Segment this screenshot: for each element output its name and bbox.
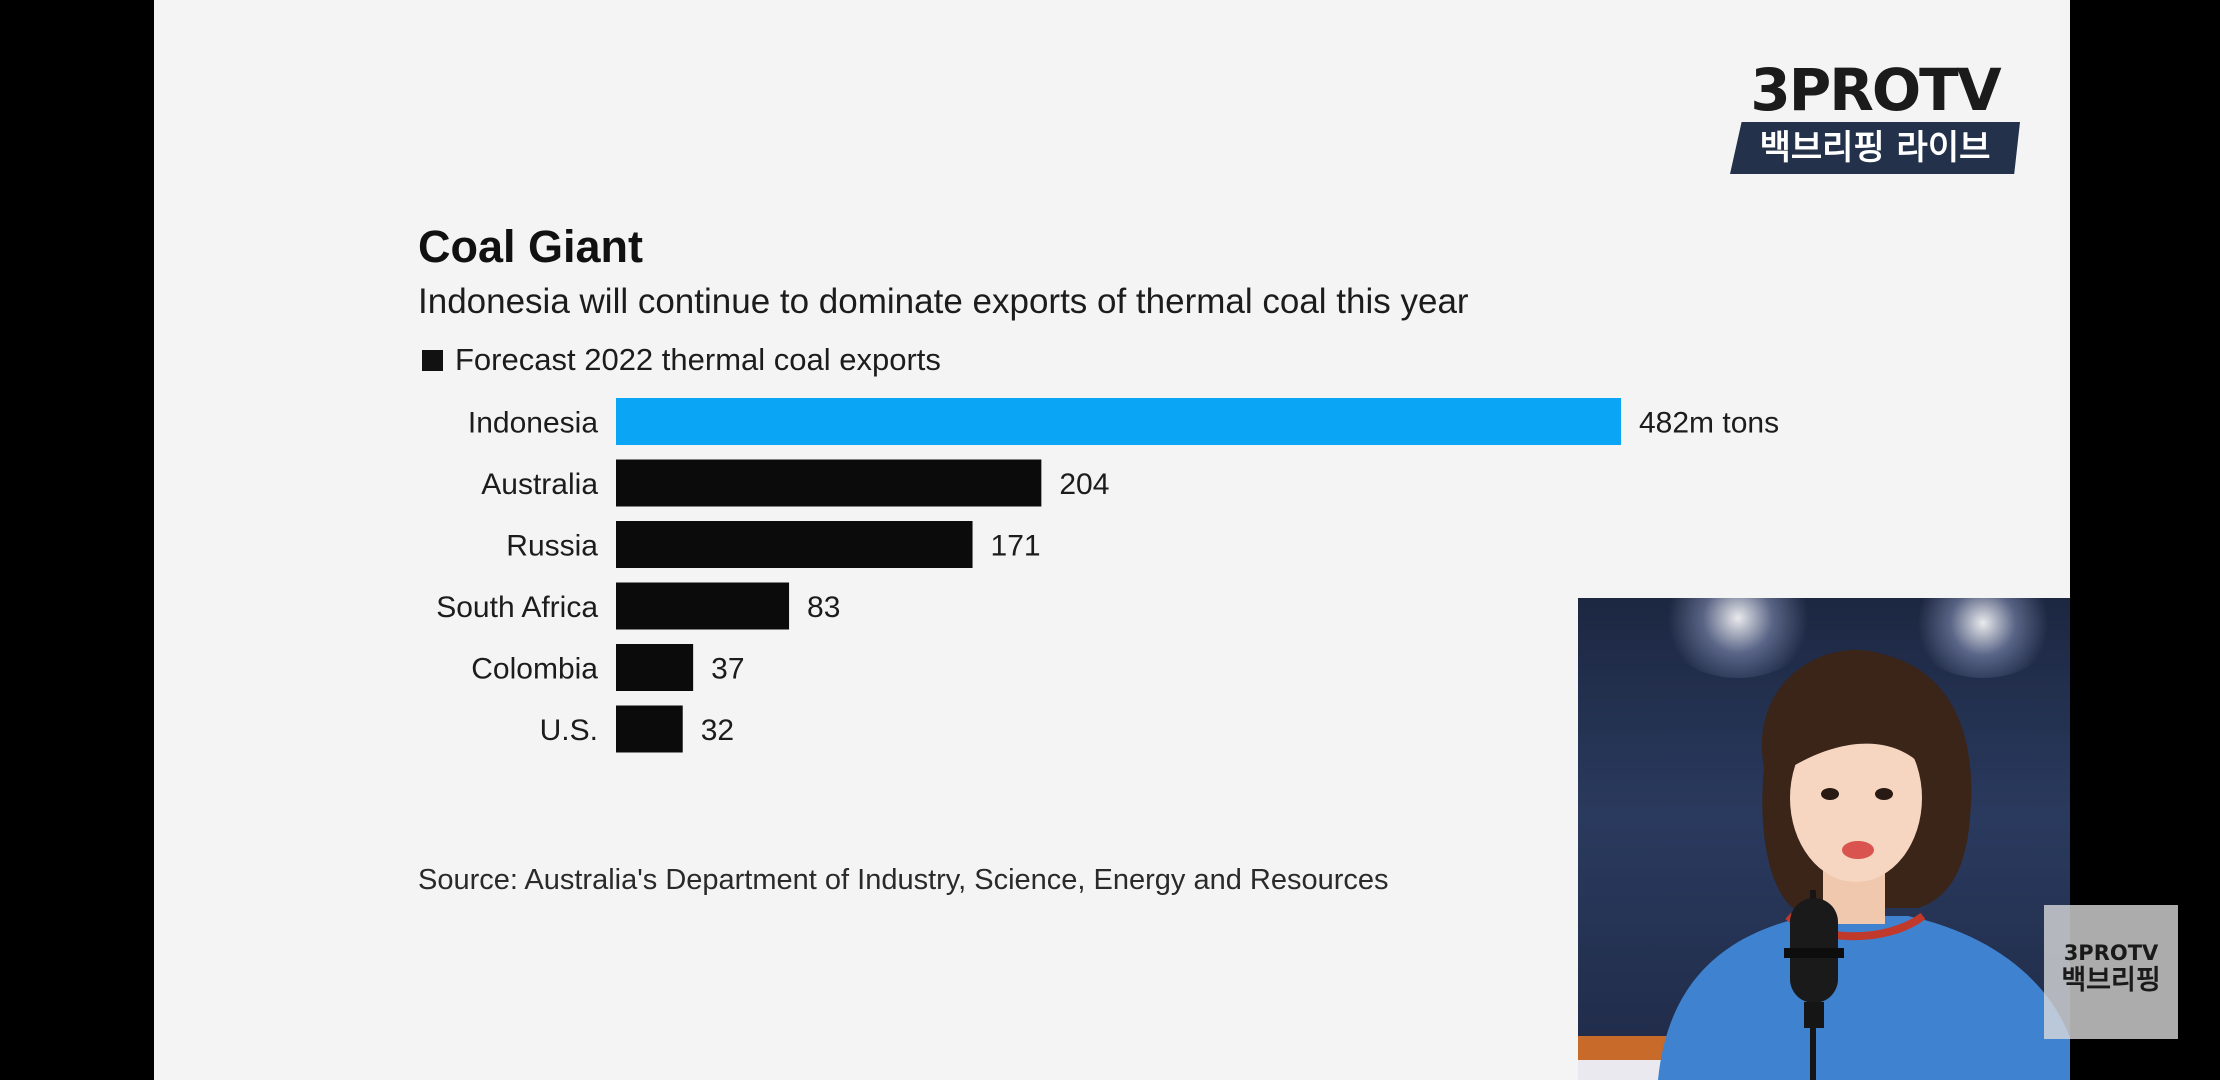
category-label: South Africa xyxy=(436,591,598,624)
value-label: 171 xyxy=(991,530,1041,563)
value-label: 204 xyxy=(1059,468,1109,501)
presenter-image xyxy=(1578,649,2070,1080)
watermark-bottom-text: 백브리핑 xyxy=(2061,965,2161,996)
bar-u-s xyxy=(616,705,683,753)
value-label: 482m tons xyxy=(1639,407,1779,440)
bar-australia xyxy=(616,459,1042,507)
watermark-top-text: 3PROTV xyxy=(2063,941,2159,965)
bar-colombia xyxy=(616,644,694,691)
legend-label: Forecast 2022 thermal coal exports xyxy=(455,342,941,377)
webcam-overlay xyxy=(1578,598,2070,1080)
chart-title: Coal Giant xyxy=(418,221,644,272)
channel-watermark: 3PROTV 백브리핑 xyxy=(2044,905,2178,1039)
bar-russia xyxy=(616,521,973,568)
value-label: 37 xyxy=(711,653,744,686)
value-label: 32 xyxy=(701,714,734,747)
bar-indonesia xyxy=(616,398,1621,445)
value-label: 83 xyxy=(807,591,840,624)
category-label: U.S. xyxy=(540,714,598,747)
chart-subtitle: Indonesia will continue to dominate expo… xyxy=(418,282,1469,321)
logo-top-text: 3PROTV xyxy=(1750,56,2001,124)
bar-south-africa xyxy=(616,582,790,630)
category-label: Russia xyxy=(506,530,598,563)
chart-legend: Forecast 2022 thermal coal exports xyxy=(422,340,941,380)
category-label: Australia xyxy=(481,468,598,501)
logo-bottom-text: 백브리핑 라이브 xyxy=(1730,122,2020,174)
category-label: Indonesia xyxy=(468,407,598,440)
legend-swatch xyxy=(422,349,443,371)
category-label: Colombia xyxy=(471,653,598,686)
channel-logo: 3PROTV 백브리핑 라이브 xyxy=(1730,60,2020,178)
bar-chart: Indonesia 482m tons Australia 204 Russia 171 S… xyxy=(436,398,1779,753)
chart-source: Source: Australia's Department of Indust… xyxy=(418,864,1389,896)
